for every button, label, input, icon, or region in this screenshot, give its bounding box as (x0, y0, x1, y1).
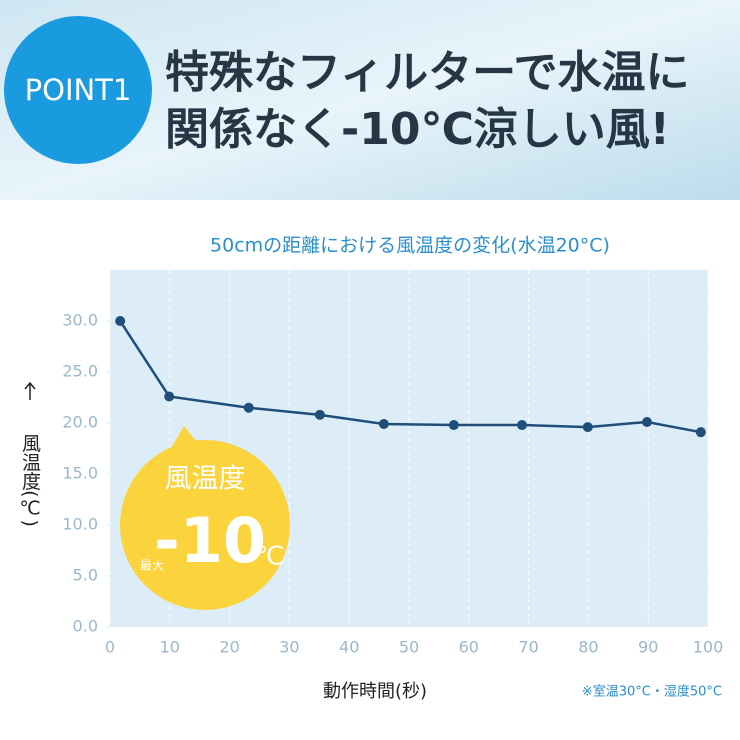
x-tick-label: 80 (578, 638, 598, 657)
badge-unit: ℃ (255, 542, 284, 572)
data-point (243, 402, 254, 413)
data-point (164, 391, 175, 402)
x-tick-label: 30 (279, 638, 299, 657)
x-tick-label: 100 (693, 638, 724, 657)
series-line (119, 320, 702, 434)
x-tick-label: 0 (105, 638, 115, 657)
y-tick-label: 20.0 (62, 413, 98, 432)
x-tick-label: 70 (518, 638, 538, 657)
x-axis-label: 動作時間(秒) (323, 681, 427, 702)
chart-title: 50cmの距離における風温度の変化(水温20°C) (210, 235, 610, 257)
x-tick-label: 90 (638, 638, 658, 657)
x-tick-label: 10 (160, 638, 180, 657)
y-tick-label: 0.0 (73, 617, 98, 636)
y-tick-label: 30.0 (62, 311, 98, 330)
data-point (448, 420, 459, 431)
y-tick-label: 15.0 (62, 464, 98, 483)
x-tick-label: 60 (459, 638, 479, 657)
point-badge-text: POINT1 (25, 73, 132, 107)
badge-prefix: 最大 (140, 559, 164, 573)
data-point (378, 419, 389, 430)
y-tick-label: 25.0 (62, 362, 98, 381)
y-tick-label: 10.0 (62, 515, 98, 534)
data-point (582, 422, 593, 433)
badge-label: 風温度 (165, 464, 246, 495)
x-tick-label: 40 (339, 638, 359, 657)
axis-arrow (24, 381, 36, 390)
y-tick-label: 5.0 (73, 566, 98, 585)
temperature-badge (120, 440, 290, 610)
note: ※室温30°C・湿度50°C (582, 684, 722, 700)
data-point (314, 409, 325, 420)
headline: 関係なく-10℃涼しい風! (165, 104, 670, 155)
headline: 特殊なフィルターで水温に (165, 47, 689, 98)
y-axis-label: 風温度(℃) (19, 433, 41, 527)
point-badge (4, 16, 152, 164)
x-tick-label: 20 (219, 638, 239, 657)
badge-value: -10 (154, 504, 266, 577)
x-tick-label: 50 (399, 638, 419, 657)
data-point (642, 416, 653, 427)
data-point (115, 316, 126, 326)
data-point (695, 427, 706, 438)
data-point (517, 420, 528, 431)
